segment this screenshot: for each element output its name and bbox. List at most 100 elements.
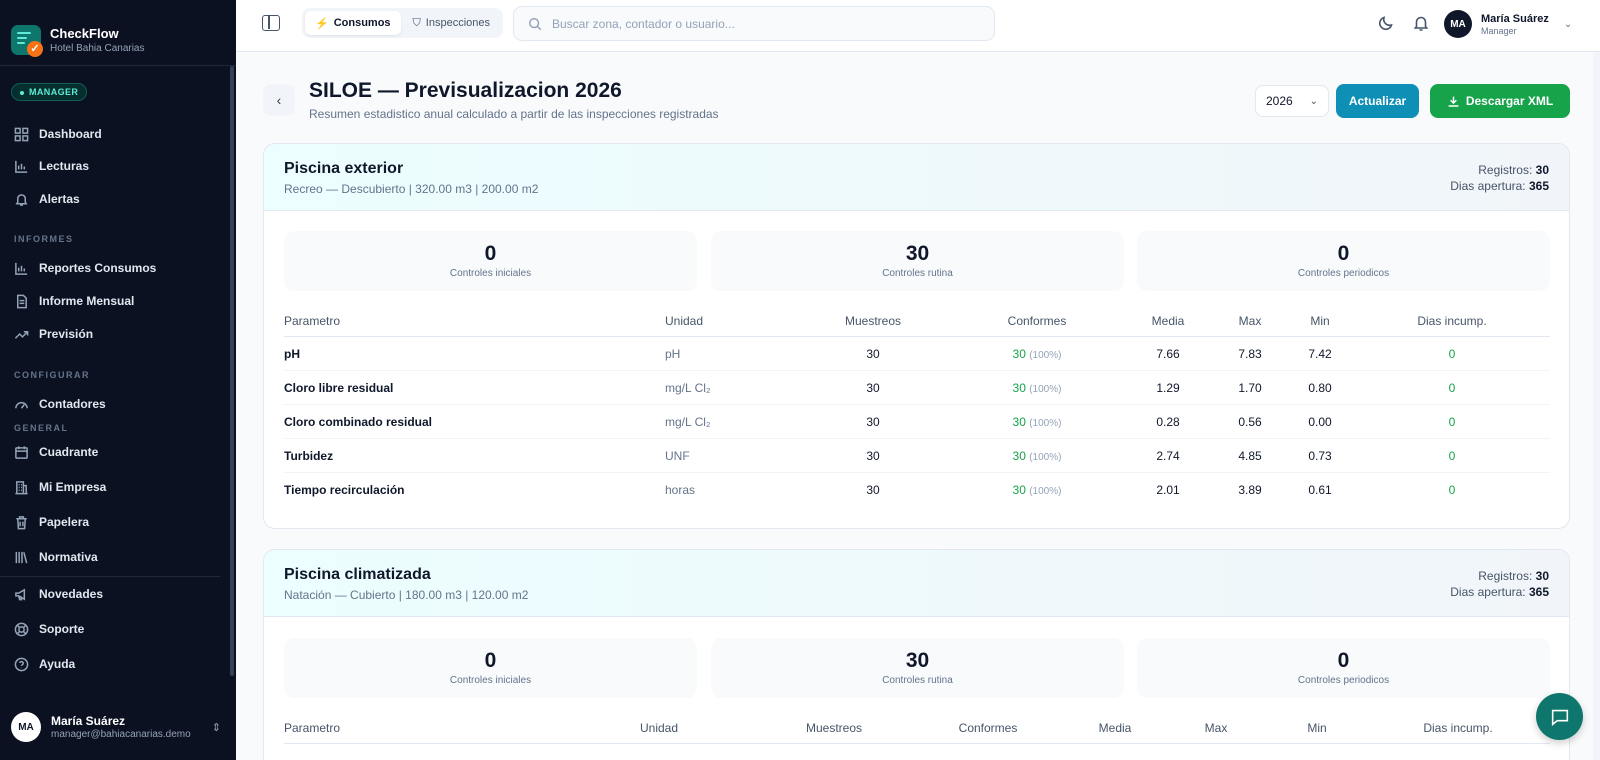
sidebar: ✓ CheckFlow Hotel Bahia Canarias MANAGER… <box>0 0 236 760</box>
cell-max: 4.85 <box>1238 449 1262 463</box>
sidebar-item-informe-mensual[interactable]: Informe Mensual <box>14 291 134 311</box>
tab-inspecciones[interactable]: ⛉ Inspecciones <box>412 16 491 30</box>
app-name: CheckFlow <box>50 26 119 41</box>
cell-muestreos: 30 <box>866 381 880 395</box>
column-header: Dias incump. <box>1417 314 1487 328</box>
lifebuoy-icon <box>14 622 29 636</box>
sidebar-item-papelera[interactable]: Papelera <box>14 512 89 532</box>
grid-icon <box>14 127 29 141</box>
pool-name: Piscina exterior <box>284 160 404 177</box>
brand[interactable]: ✓ CheckFlow Hotel Bahia Canarias <box>0 0 236 66</box>
shield-check-icon: ⛉ <box>412 16 421 29</box>
sidebar-item-label: Papelera <box>39 515 90 529</box>
sidebar-item-alertas[interactable]: Alertas <box>14 189 80 209</box>
sidebar-item-label: Cuadrante <box>39 445 99 459</box>
page-scrollbar[interactable] <box>1593 52 1600 760</box>
role-badge: MANAGER <box>11 83 88 101</box>
section-configurar: CONFIGURAR <box>14 370 90 380</box>
trend-up-icon <box>14 330 29 339</box>
cell-param: Cloro combinado residual <box>284 415 433 429</box>
building-icon <box>15 480 28 494</box>
cell-muestreos: 30 <box>866 415 880 429</box>
org-name: Hotel Bahia Canarias <box>50 43 145 54</box>
update-button[interactable]: Actualizar <box>1336 84 1419 118</box>
cell-incump: 0 <box>1448 449 1456 463</box>
column-header: Conformes <box>1007 314 1067 328</box>
sidebar-item-ayuda[interactable]: Ayuda <box>14 654 75 674</box>
table-row: Tiempo recirculación horas 30 30 (100%) 2.01… <box>284 473 1550 507</box>
cell-muestreos: 30 <box>866 449 880 463</box>
dark-mode-toggle[interactable] <box>1377 14 1395 32</box>
stat-controles-iniciales: 0 Controles iniciales <box>284 231 697 291</box>
cell-param: pH <box>284 347 300 361</box>
sidebar-item-dashboard[interactable]: Dashboard <box>14 124 102 144</box>
download-xml-button[interactable]: Descargar XML <box>1430 84 1570 118</box>
column-header: Min <box>1310 314 1330 328</box>
cell-conformes: 30 (100%) <box>1012 415 1062 429</box>
notifications-button[interactable] <box>1412 14 1430 32</box>
cell-unit: pH <box>665 347 681 361</box>
sidebar-item-cuadrante[interactable]: Cuadrante <box>14 442 98 462</box>
cell-muestreos: 30 <box>866 483 880 497</box>
sidebar-item-reportes-consumos[interactable]: Reportes Consumos <box>14 258 156 278</box>
page-subtitle: Resumen estadistico anual calculado a pa… <box>309 107 719 121</box>
sidebar-item-novedades[interactable]: Novedades <box>14 584 103 604</box>
sidebar-divider <box>0 576 220 577</box>
sidebar-item-label: Alertas <box>39 192 80 206</box>
sidebar-item-mi-empresa[interactable]: Mi Empresa <box>14 477 106 497</box>
avatar: MA <box>11 712 41 742</box>
cell-media: 1.29 <box>1156 381 1180 395</box>
cell-incump: 0 <box>1448 483 1456 497</box>
megaphone-icon <box>15 588 26 600</box>
cell-max: 1.70 <box>1238 381 1262 395</box>
sidebar-item-contadores[interactable]: Contadores <box>14 394 106 414</box>
user-name: María Suárez <box>1481 12 1549 25</box>
cell-conformes: 30 (100%) <box>1012 483 1062 497</box>
cell-unit: horas <box>665 483 696 497</box>
column-header: Media <box>1151 314 1185 328</box>
chat-button[interactable] <box>1536 693 1583 740</box>
year-select[interactable]: 2026 ⌄ <box>1255 85 1329 117</box>
pool-card: Piscina climatizada Natación — Cubierto … <box>263 549 1570 760</box>
checkflow-logo-icon: ✓ <box>11 25 43 57</box>
sidebar-toggle-icon[interactable] <box>262 15 280 31</box>
cell-min: 0.80 <box>1308 381 1332 395</box>
sidebar-user-menu[interactable]: MA María Suárez manager@bahiacanarias.de… <box>11 712 221 742</box>
cell-media: 7.66 <box>1156 347 1180 361</box>
pool-stats: Registros: 30 Dias apertura: 365 <box>1450 163 1549 193</box>
trash-icon <box>16 515 27 529</box>
chat-icon <box>1551 709 1568 726</box>
table-row: Turbidez UNF 30 30 (100%) 2.74 4.85 0.73 0 <box>284 439 1550 473</box>
user-menu[interactable]: MA María Suárez Manager ⌄ <box>1444 10 1572 38</box>
sidebar-item-normativa[interactable]: Normativa <box>14 547 98 567</box>
download-icon <box>1448 96 1459 107</box>
search-input[interactable] <box>552 16 972 31</box>
chevron-up-down-icon: ⇕ <box>211 721 221 734</box>
library-icon <box>15 551 28 563</box>
bell-icon <box>15 193 28 206</box>
chevron-down-icon: ⌄ <box>1563 18 1573 30</box>
cell-unit: mg/L Cl₂ <box>665 415 711 429</box>
cell-muestreos: 30 <box>866 347 880 361</box>
back-button[interactable]: ‹ <box>263 84 295 116</box>
sidebar-item-soporte[interactable]: Soporte <box>14 619 84 639</box>
bar-chart-icon <box>15 160 28 173</box>
cell-conformes: 30 (100%) <box>1012 347 1062 361</box>
pool-description: Recreo — Descubierto | 320.00 m3 | 200.0… <box>284 182 539 196</box>
sidebar-scrollbar[interactable] <box>230 66 234 676</box>
cell-max: 0.56 <box>1238 415 1262 429</box>
cell-min: 0.73 <box>1308 449 1332 463</box>
moon-icon <box>1378 16 1393 31</box>
tab-consumos[interactable]: ⚡ Consumos <box>305 11 401 35</box>
sidebar-item-lecturas[interactable]: Lecturas <box>14 156 89 176</box>
parameters-table: Parametro Unidad Muestreos Conformes Med… <box>284 305 1550 507</box>
pool-name: Piscina climatizada <box>284 566 431 583</box>
sidebar-item-prevision[interactable]: Previsión <box>14 324 93 344</box>
cell-unit: UNF <box>665 449 690 463</box>
pool-card-header: Piscina climatizada Natación — Cubierto … <box>264 550 1569 617</box>
stat-controles-periodicos: 0 Controles periodicos <box>1137 638 1550 698</box>
user-role: Manager <box>1481 25 1517 36</box>
cell-incump: 0 <box>1448 415 1456 429</box>
search-bar <box>513 6 995 41</box>
column-header: Max <box>1238 314 1262 328</box>
